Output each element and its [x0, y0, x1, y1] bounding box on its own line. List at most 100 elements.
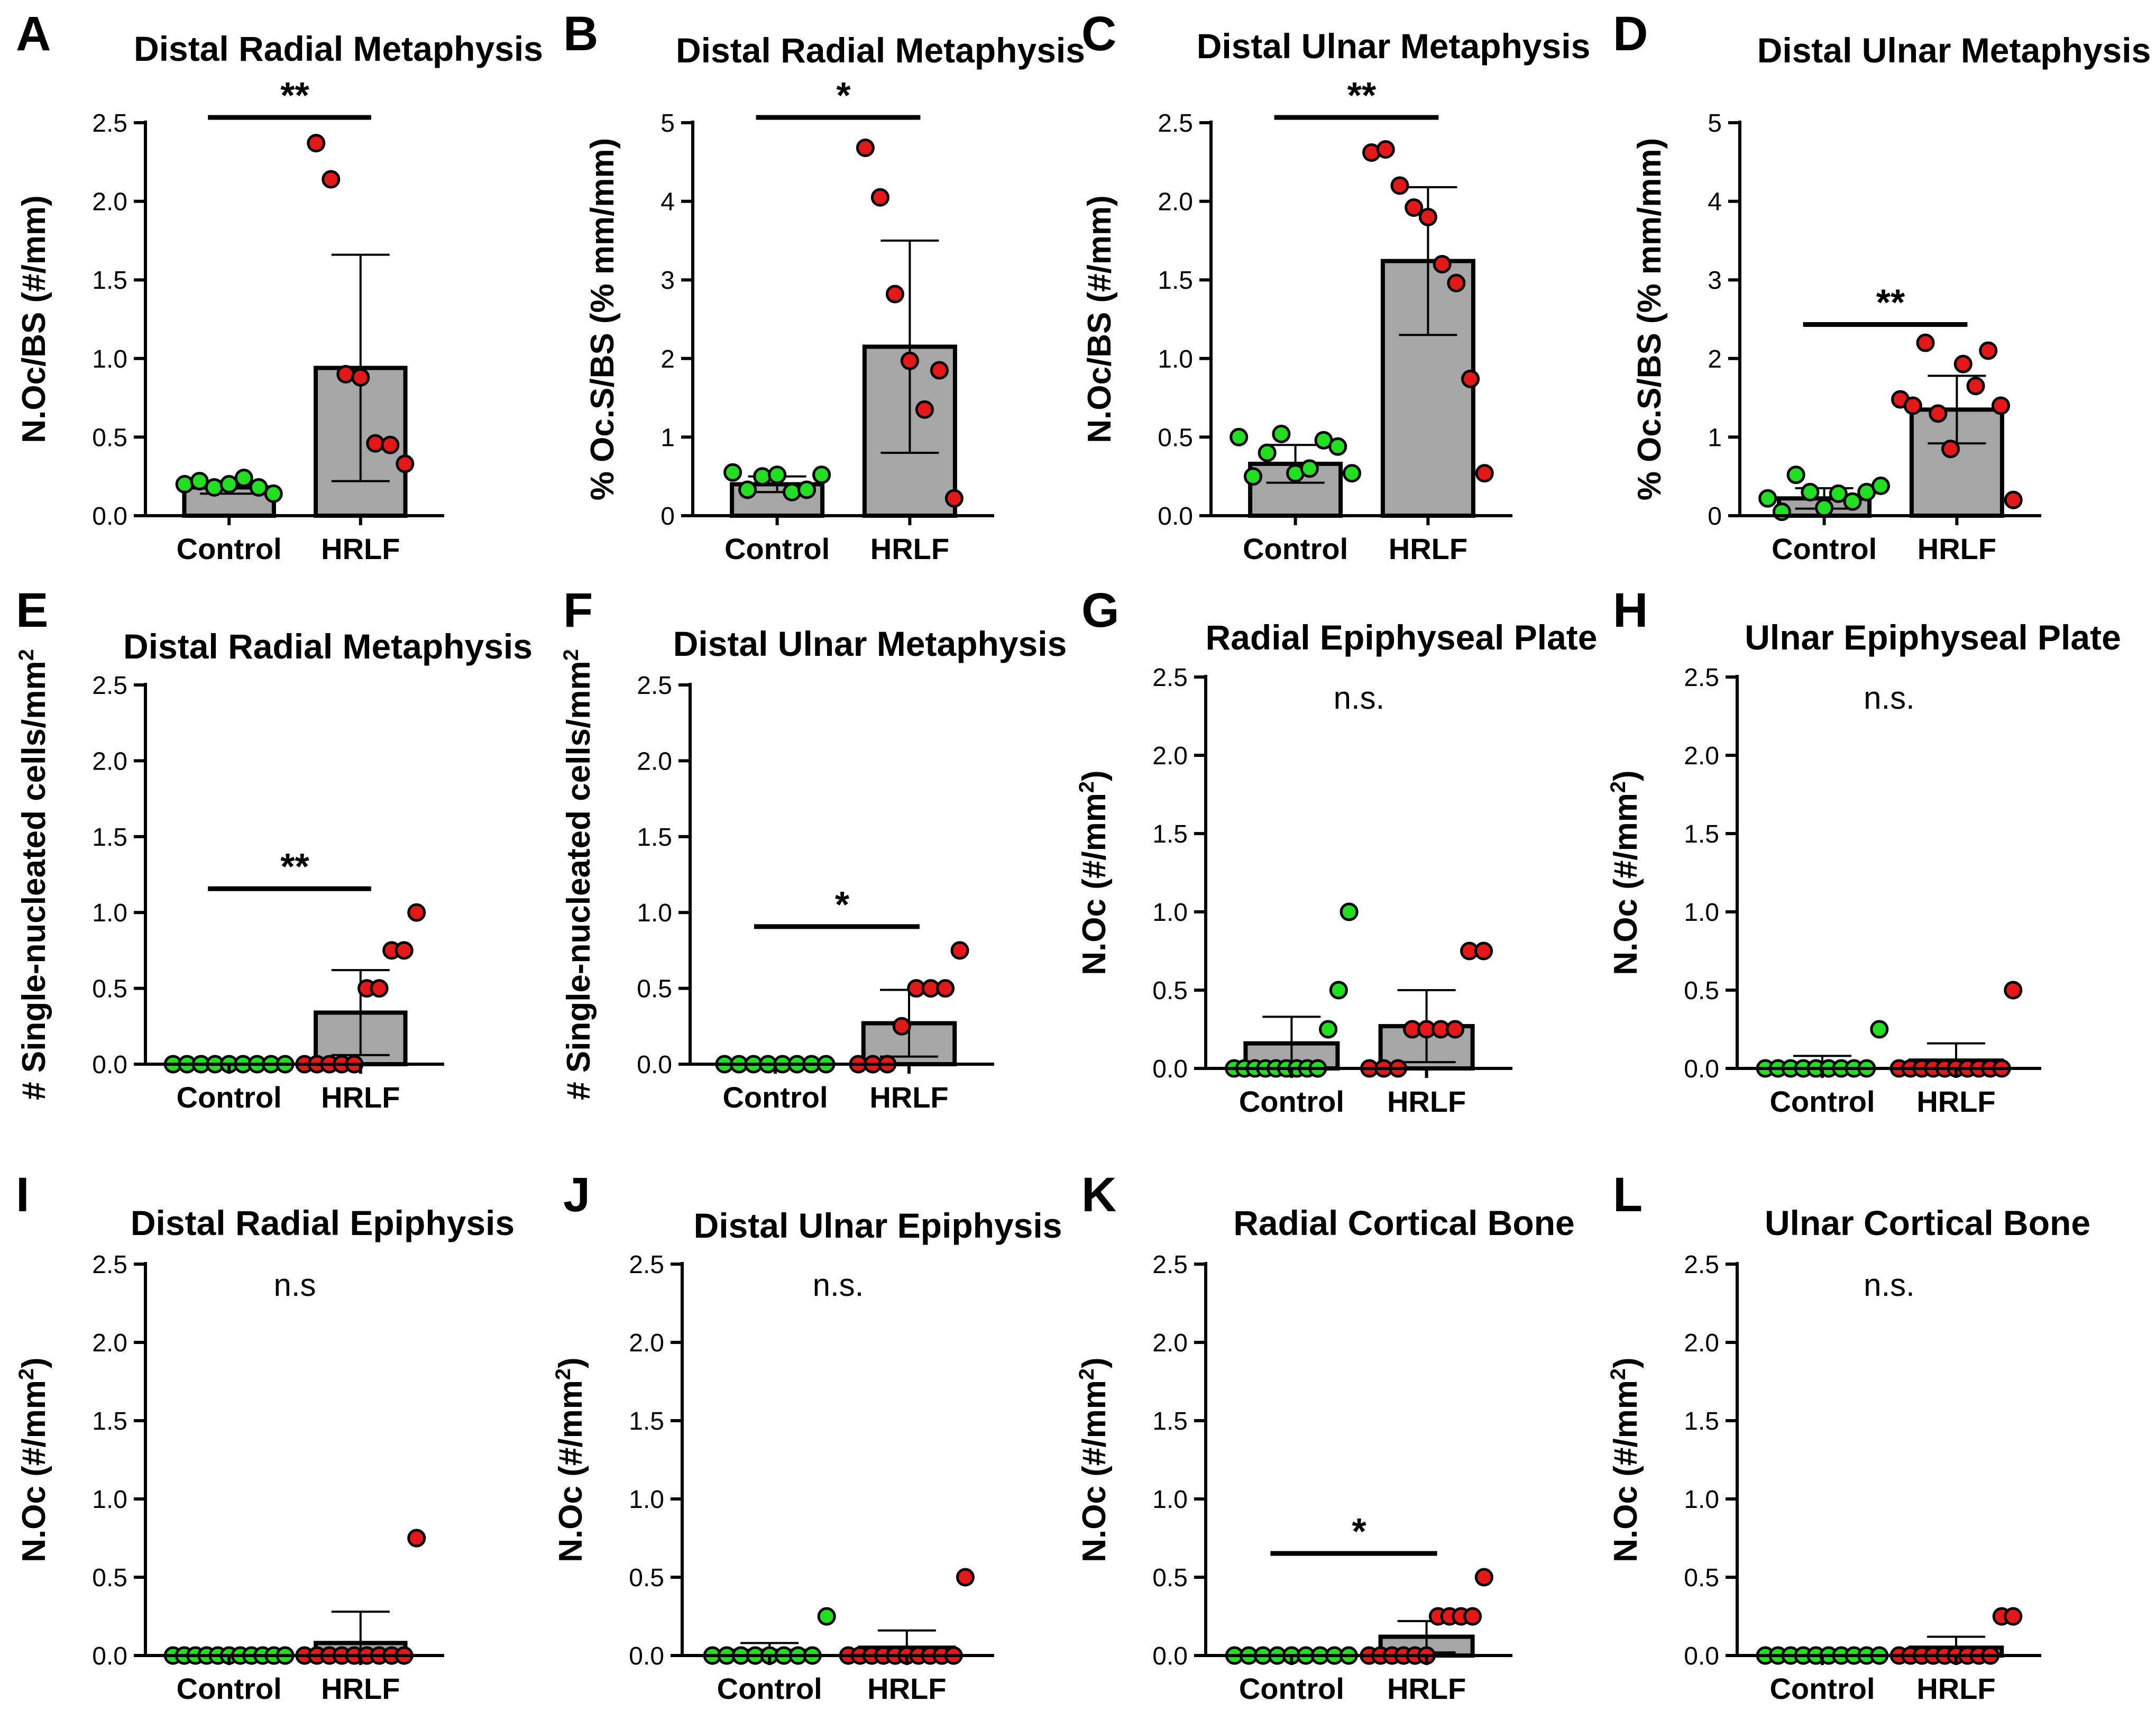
- data-point-hrlf: [1463, 1607, 1482, 1626]
- data-point-hrlf: [2004, 1607, 2023, 1626]
- y-axis-label-text: % Oc.S/BS (% mm/mm): [1631, 138, 1668, 501]
- y-tick-label: 0.0: [92, 502, 127, 531]
- x-tick-label: HRLF: [321, 532, 400, 565]
- y-axis-label-tail: ): [16, 1357, 52, 1368]
- y-axis-label: % Oc.S/BS (% mm/mm): [584, 138, 621, 501]
- significance-stars: **: [280, 75, 309, 116]
- y-axis-label-tail: ): [1076, 770, 1113, 781]
- y-tick-label: 2: [660, 345, 675, 373]
- y-axis-label: N.Oc (#/mm2): [552, 1357, 589, 1562]
- y-tick-label: 2.5: [637, 672, 672, 700]
- panel-a: A Distal Radial Metaphysis Control HRLF 0.0 0…: [16, 7, 543, 565]
- y-tick-label: 2: [1708, 345, 1722, 373]
- x-tick-label: Control: [177, 1672, 282, 1705]
- data-point-control: [1871, 477, 1890, 496]
- y-tick-label: 0.0: [92, 1051, 127, 1079]
- data-point-control: [264, 484, 283, 503]
- y-axis-label-tail: ): [1608, 770, 1644, 781]
- panel-k: K Radial Cortical Bone Control HRLF 0.0 0.5 1.…: [1075, 1168, 1575, 1705]
- panel-letter: I: [16, 1168, 30, 1222]
- y-tick-label: 3: [1708, 267, 1722, 295]
- data-point-control: [753, 467, 772, 486]
- y-axis-label-superscript: 2: [15, 649, 38, 661]
- data-point-hrlf: [394, 941, 414, 960]
- data-point-hrlf: [396, 454, 415, 473]
- data-point-hrlf: [322, 170, 341, 189]
- y-tick-label: 0.5: [637, 975, 672, 1003]
- chart-title: Distal Ulnar Metaphysis: [673, 624, 1067, 663]
- x-tick-label: Control: [1769, 1085, 1875, 1118]
- data-point-control: [738, 480, 757, 499]
- data-point-control: [1300, 459, 1319, 478]
- data-point-hrlf: [407, 1529, 426, 1548]
- y-tick-label: 2.0: [1152, 742, 1188, 770]
- y-axis-label: N.Oc (#/mm2): [1075, 770, 1113, 975]
- data-point-control: [723, 463, 742, 482]
- y-axis-label-text: N.Oc (#/mm: [16, 1380, 52, 1562]
- panel-letter: D: [1613, 7, 1648, 61]
- data-point-hrlf: [1390, 176, 1409, 195]
- y-tick-label: 2.5: [1158, 109, 1193, 138]
- y-tick-label: 2.0: [1152, 1329, 1188, 1357]
- chart-title: Radial Cortical Bone: [1233, 1203, 1574, 1242]
- data-point-control: [205, 478, 224, 497]
- data-point-control: [219, 475, 238, 494]
- x-tick-label: Control: [1239, 1085, 1344, 1118]
- y-tick-label: 0.0: [1684, 1642, 1719, 1670]
- panel-d: D Distal Ulnar Metaphysis Control HRLF 0 1 2 3 4…: [1613, 7, 2151, 565]
- x-tick-label: HRLF: [1387, 1672, 1466, 1705]
- significance-label: n.s.: [1334, 680, 1385, 716]
- y-tick-label: 5: [660, 109, 675, 138]
- data-point-control: [1815, 498, 1834, 517]
- significance-label: n.s: [273, 1267, 316, 1303]
- y-tick-label: 0.5: [92, 1564, 127, 1592]
- y-axis-label-superscript: 2: [15, 1368, 38, 1380]
- y-tick-label: 1.0: [1152, 1486, 1188, 1514]
- data-point-control: [1801, 482, 1820, 501]
- data-point-control: [1829, 484, 1848, 503]
- data-point-control: [190, 472, 209, 491]
- y-tick-label: 3: [660, 267, 675, 295]
- x-tick-label: Control: [724, 532, 830, 565]
- significance-stars: *: [836, 75, 851, 116]
- data-point-hrlf: [1433, 254, 1452, 273]
- y-axis-label-text: N.Oc (#/mm: [1608, 793, 1644, 975]
- x-tick-label: Control: [177, 532, 282, 565]
- y-tick-label: 0.0: [1152, 1055, 1188, 1083]
- y-tick-label: 1.0: [1158, 345, 1193, 373]
- y-tick-label: 1.5: [1152, 1407, 1188, 1435]
- data-point-control: [1772, 502, 1791, 522]
- data-point-hrlf: [1405, 198, 1424, 217]
- significance-stars: *: [1352, 1511, 1366, 1552]
- x-tick-label: HRLF: [1916, 1672, 1995, 1705]
- panel-letter: L: [1613, 1168, 1643, 1222]
- data-point-hrlf: [1446, 1020, 1465, 1039]
- y-tick-label: 2.0: [629, 1329, 664, 1357]
- y-axis-label-tail: ): [1076, 1357, 1113, 1368]
- significance-stars: **: [1876, 282, 1905, 323]
- data-point-hrlf: [1953, 354, 1972, 373]
- x-tick-label: Control: [1772, 532, 1877, 565]
- data-point-control: [234, 469, 253, 488]
- y-tick-label: 0: [660, 502, 675, 531]
- data-point-control: [1329, 981, 1348, 1000]
- data-point-hrlf: [1916, 333, 1935, 352]
- data-point-hrlf: [915, 400, 934, 419]
- y-tick-label: 1: [1708, 424, 1722, 452]
- panel-letter: B: [563, 7, 598, 61]
- panel-b: B Distal Radial Metaphysis Control HRLF 0 1 2 3…: [563, 7, 1085, 565]
- y-tick-label: 2.0: [92, 747, 127, 775]
- x-tick-label: HRLF: [1918, 532, 1996, 565]
- data-point-hrlf: [2004, 490, 2023, 509]
- data-point-control: [1870, 1020, 1889, 1039]
- panel-c: C Distal Ulnar Metaphysis Control HRLF 0.0 0.…: [1081, 7, 1590, 565]
- data-point-hrlf: [1474, 1568, 1493, 1587]
- data-point-control: [175, 475, 194, 494]
- data-point-hrlf: [1447, 273, 1466, 292]
- y-tick-label: 2.0: [92, 1329, 127, 1357]
- x-tick-label: HRLF: [869, 1081, 948, 1114]
- data-point-hrlf: [944, 489, 964, 508]
- data-point-hrlf: [870, 188, 889, 207]
- y-axis-label-text: # Single-nucleated cells/mm: [561, 661, 597, 1100]
- y-tick-label: 0.5: [1684, 977, 1719, 1005]
